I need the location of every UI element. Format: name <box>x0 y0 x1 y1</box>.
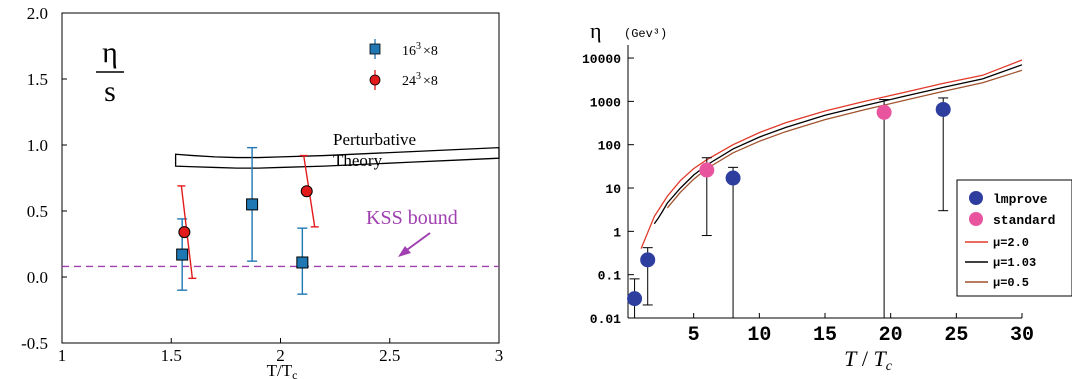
right-xtick-label: 20 <box>879 324 903 347</box>
left-xtick-label: 2 <box>276 346 285 365</box>
right-ytick-label: 1 <box>613 225 621 240</box>
legend-standard-label: standard <box>993 213 1055 228</box>
legend-16-marker <box>369 43 381 55</box>
legend-mu2-label: μ=2.0 <box>993 236 1029 250</box>
marker-circle <box>935 101 951 117</box>
marker-circle <box>300 185 313 198</box>
right-point-0-0 <box>627 278 643 319</box>
perturbative-band <box>174 146 500 169</box>
left-ytick-label: 2.0 <box>27 4 48 23</box>
marker-circle <box>640 252 656 268</box>
right-ytick-label: 0.01 <box>590 312 621 327</box>
curve-1 <box>653 64 1023 225</box>
left-ylabel-denominator: s <box>104 75 116 108</box>
left-xtick-label: 2.5 <box>379 346 400 365</box>
kss-label: KSS bound <box>366 207 458 229</box>
left-legend: 163 ×8 243 ×8 <box>369 39 438 90</box>
right-chart: 5 10 15 20 25 30 10000 1000 100 10 1 0.1 0.01 η (Gev… <box>582 18 1072 374</box>
left-ytick-label: 1.0 <box>27 136 48 155</box>
legend-24-marker <box>369 74 381 86</box>
right-ytick-label: 1000 <box>590 95 621 110</box>
legend-lmprove-marker <box>969 191 983 205</box>
right-point-0-3 <box>935 97 951 212</box>
right-xtick-label: 30 <box>1010 324 1034 347</box>
legend-24-label: 243 ×8 <box>402 71 438 89</box>
right-point-1-0 <box>699 157 715 237</box>
marker-circle <box>725 170 741 186</box>
right-xtick-label: 15 <box>813 324 837 347</box>
left-xtick-label: 1.5 <box>161 346 182 365</box>
left-point-1-1 <box>299 154 319 228</box>
right-legend: lmprove standard μ=2.0 μ=1.03 μ=0.5 <box>956 179 1072 297</box>
legend-mu103-label: μ=1.03 <box>993 256 1036 270</box>
right-ytick-label: 100 <box>598 139 622 154</box>
left-point-0-2 <box>296 227 309 295</box>
left-xtick-label: 1 <box>58 346 67 365</box>
legend-16-label: 163 ×8 <box>402 41 438 59</box>
right-point-0-1 <box>640 247 656 306</box>
left-point-0-1 <box>246 146 259 262</box>
right-point-1-1 <box>876 99 892 319</box>
right-ytick-label: 10000 <box>582 52 621 67</box>
left-xlabel: T/Tc <box>267 361 298 379</box>
marker-circle <box>876 104 892 120</box>
right-xtick-label: 5 <box>688 324 700 347</box>
marker-circle <box>178 226 191 239</box>
left-plot-frame <box>61 12 500 344</box>
legend-mu05-label: μ=0.5 <box>993 276 1029 290</box>
legend-standard-marker <box>969 212 983 226</box>
left-chart: 1 1.5 2 2.5 3 2.0 1.5 1.0 0.5 0.0 -0.5 η s Perturb… <box>21 4 503 379</box>
marker-square <box>246 198 259 211</box>
left-ytick-label: -0.5 <box>21 334 48 353</box>
marker-circle <box>699 162 715 178</box>
right-xtick-label: 25 <box>944 324 968 347</box>
right-point-0-2 <box>725 166 741 319</box>
legend-lmprove-label: lmprove <box>993 192 1048 207</box>
marker-circle <box>627 291 643 307</box>
marker-square <box>296 256 309 269</box>
left-ytick-label: 0.0 <box>27 268 48 287</box>
kss-arrow-head <box>398 246 411 257</box>
left-xtick-label: 3 <box>495 346 504 365</box>
right-ylabel: η <box>590 18 602 43</box>
band-label-line1: Perturbative <box>333 130 416 149</box>
right-xtick-label: 10 <box>747 324 771 347</box>
left-ytick-label: 1.5 <box>27 70 48 89</box>
right-ytick-label: 0.1 <box>598 269 622 284</box>
marker-square <box>176 248 189 261</box>
curve-2 <box>666 69 1023 209</box>
left-ylabel-numerator: η <box>102 36 118 69</box>
right-ytick-label: 10 <box>605 182 621 197</box>
kss-arrow-shaft <box>403 232 431 253</box>
right-yunit: (Gev³) <box>624 27 667 41</box>
right-xlabel: T / Tc <box>844 346 893 374</box>
band-label-line2: Theory <box>333 151 383 170</box>
left-point-1-0 <box>177 185 197 280</box>
curve-0 <box>640 59 1023 249</box>
left-ytick-label: 0.5 <box>27 202 48 221</box>
